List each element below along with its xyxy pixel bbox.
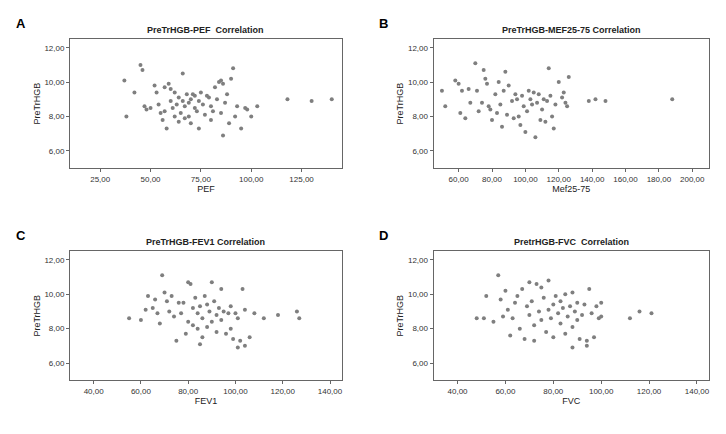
svg-text:180,00: 180,00 — [647, 175, 672, 184]
svg-text:10,00: 10,00 — [44, 290, 65, 299]
svg-text:PEF: PEF — [197, 184, 215, 194]
svg-text:6,00: 6,00 — [49, 147, 65, 156]
svg-text:140,00: 140,00 — [318, 387, 343, 396]
svg-text:A: A — [16, 16, 26, 31]
svg-text:8,00: 8,00 — [49, 324, 65, 333]
svg-text:C: C — [16, 228, 26, 243]
svg-text:8,00: 8,00 — [412, 324, 428, 333]
svg-text:Mef25-75: Mef25-75 — [552, 184, 590, 194]
svg-text:80,00: 80,00 — [178, 387, 199, 396]
svg-text:12,00: 12,00 — [408, 256, 429, 265]
svg-text:200,00: 200,00 — [680, 175, 705, 184]
svg-text:60,00: 60,00 — [131, 387, 152, 396]
svg-text:75,00: 75,00 — [191, 175, 212, 184]
svg-text:6,00: 6,00 — [412, 147, 428, 156]
svg-text:40,00: 40,00 — [448, 387, 469, 396]
svg-text:6,00: 6,00 — [412, 359, 428, 368]
svg-text:40,00: 40,00 — [84, 387, 105, 396]
svg-text:60,00: 60,00 — [495, 387, 516, 396]
svg-text:10,00: 10,00 — [44, 78, 65, 87]
svg-text:100,00: 100,00 — [589, 387, 614, 396]
svg-text:8,00: 8,00 — [49, 112, 65, 121]
svg-text:140,00: 140,00 — [580, 175, 605, 184]
svg-text:80,00: 80,00 — [482, 175, 503, 184]
svg-text:120,00: 120,00 — [270, 387, 295, 396]
svg-text:10,00: 10,00 — [408, 78, 429, 87]
svg-text:60,00: 60,00 — [449, 175, 470, 184]
svg-text:6,00: 6,00 — [49, 359, 65, 368]
svg-text:8,00: 8,00 — [412, 112, 428, 121]
svg-text:12,00: 12,00 — [44, 44, 65, 53]
svg-text:PreTrHGB-MEF25-75 Correlation: PreTrHGB-MEF25-75 Correlation — [502, 25, 641, 35]
svg-text:12,00: 12,00 — [408, 44, 429, 53]
svg-text:125,00: 125,00 — [289, 175, 314, 184]
svg-text:100,00: 100,00 — [513, 175, 538, 184]
svg-text:FVC: FVC — [562, 396, 581, 406]
svg-text:140,00: 140,00 — [685, 387, 710, 396]
svg-text:PreTrHGB: PreTrHGB — [32, 295, 42, 337]
svg-text:50,00: 50,00 — [141, 175, 162, 184]
svg-text:PreTrHGB-FEV1 Correlation: PreTrHGB-FEV1 Correlation — [146, 237, 265, 247]
svg-text:120,00: 120,00 — [547, 175, 572, 184]
svg-text:80,00: 80,00 — [543, 387, 564, 396]
svg-text:25,00: 25,00 — [90, 175, 111, 184]
svg-text:PreTrHGB: PreTrHGB — [395, 295, 405, 337]
svg-text:D: D — [379, 228, 388, 243]
svg-text:PreTrHGB-PEF Correlation: PreTrHGB-PEF Correlation — [147, 25, 264, 35]
svg-text:PretrHGB-FVC Correlation: PretrHGB-FVC Correlation — [514, 237, 629, 247]
svg-text:100,00: 100,00 — [223, 387, 248, 396]
svg-text:FEV1: FEV1 — [195, 396, 218, 406]
svg-text:B: B — [379, 16, 388, 31]
svg-text:100,00: 100,00 — [239, 175, 264, 184]
svg-text:PreTrHGB: PreTrHGB — [395, 83, 405, 125]
svg-text:120,00: 120,00 — [637, 387, 662, 396]
svg-text:PreTrHGB: PreTrHGB — [32, 83, 42, 125]
svg-text:12,00: 12,00 — [44, 256, 65, 265]
svg-text:160,00: 160,00 — [613, 175, 638, 184]
svg-text:10,00: 10,00 — [408, 290, 429, 299]
